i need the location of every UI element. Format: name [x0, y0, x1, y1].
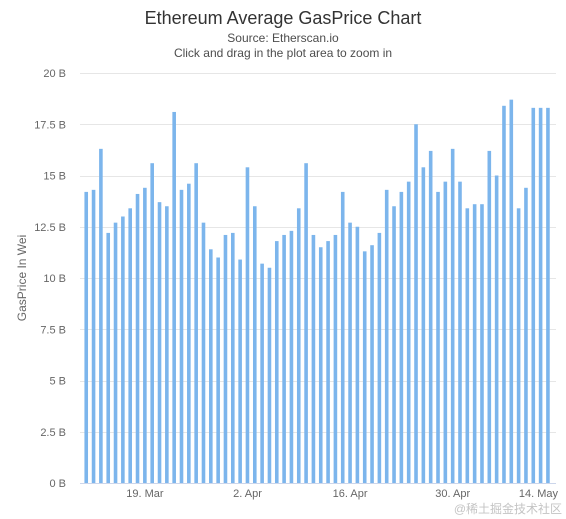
x-tick-label: 19. Mar [126, 488, 164, 500]
y-tick-label: 17.5 B [34, 119, 66, 131]
bar-27-mar[interactable] [201, 222, 206, 483]
bar-25-mar[interactable] [187, 183, 191, 483]
bar-31-mar[interactable] [231, 232, 235, 483]
bar-18-apr[interactable] [362, 251, 367, 483]
bar-1-apr[interactable] [238, 259, 242, 483]
bar-5-may[interactable] [487, 150, 492, 483]
bar-22-apr[interactable] [392, 206, 396, 483]
x-tick-label: 2. Apr [233, 488, 262, 500]
bar-26-apr[interactable] [421, 167, 426, 484]
bar-20-mar[interactable] [150, 163, 154, 483]
bar-11-mar[interactable] [84, 191, 89, 483]
bar-11-may[interactable] [531, 107, 536, 483]
x-tick-label: 14. May [519, 488, 559, 500]
bar-23-apr[interactable] [399, 191, 404, 483]
bar-5-apr[interactable] [267, 267, 272, 483]
bar-9-may[interactable] [516, 208, 521, 484]
bar-29-mar[interactable] [216, 257, 220, 484]
chart-title: Ethereum Average GasPrice Chart [145, 8, 422, 28]
bar-10-apr[interactable] [304, 163, 308, 483]
bar-8-may[interactable] [509, 99, 514, 484]
bar-9-apr[interactable] [296, 208, 301, 484]
bar-7-may[interactable] [502, 105, 506, 484]
y-axis-title: GasPrice In Wei [15, 235, 29, 321]
bar-1-may[interactable] [458, 181, 462, 483]
bar-30-apr[interactable] [450, 148, 455, 483]
x-tick-label: 16. Apr [333, 488, 368, 500]
y-tick-label: 7.5 B [40, 324, 66, 336]
bar-2-may[interactable] [465, 208, 470, 484]
watermark: @稀土掘金技术社区 [454, 501, 562, 516]
bar-16-apr[interactable] [348, 222, 352, 483]
chart-subtitle-source: Source: Etherscan.io [227, 31, 339, 45]
bar-11-apr[interactable] [311, 234, 316, 483]
bar-14-mar[interactable] [106, 232, 111, 483]
bar-28-mar[interactable] [209, 249, 213, 483]
x-tick-label: 30. Apr [435, 488, 470, 500]
bar-29-apr[interactable] [443, 181, 448, 483]
y-tick-label: 12.5 B [34, 222, 66, 234]
bar-21-apr[interactable] [384, 189, 389, 483]
y-axis-labels: 0 B 2.5 B 5 B 7.5 B 10 B 12.5 B 15 B 17.5 B 20 B [34, 68, 66, 490]
gasprice-bars [84, 99, 550, 484]
bar-8-apr[interactable] [289, 230, 294, 483]
bar-20-apr[interactable] [377, 232, 382, 483]
bar-7-apr[interactable] [282, 234, 286, 483]
bar-13-mar[interactable] [99, 148, 103, 483]
bar-6-apr[interactable] [274, 241, 279, 483]
bar-22-mar[interactable] [165, 206, 169, 483]
bar-19-apr[interactable] [370, 245, 374, 483]
bar-27-apr[interactable] [428, 150, 433, 483]
bar-15-mar[interactable] [113, 222, 118, 483]
bar-25-apr[interactable] [414, 124, 418, 483]
bar-3-apr[interactable] [252, 206, 257, 483]
y-tick-label: 2.5 B [40, 427, 66, 439]
bar-2-apr[interactable] [245, 167, 250, 484]
bar-23-mar[interactable] [172, 111, 176, 483]
bar-13-may[interactable] [546, 107, 550, 483]
bar-4-may[interactable] [480, 204, 484, 483]
bar-30-mar[interactable] [223, 234, 228, 483]
bar-18-mar[interactable] [135, 193, 140, 483]
bar-4-apr[interactable] [260, 263, 264, 483]
bar-17-apr[interactable] [355, 226, 360, 483]
bar-10-may[interactable] [524, 187, 528, 484]
bar-19-mar[interactable] [143, 187, 147, 484]
bar-24-mar[interactable] [179, 189, 184, 483]
bar-12-apr[interactable] [318, 247, 323, 483]
bar-12-mar[interactable] [91, 189, 96, 483]
bar-16-mar[interactable] [121, 216, 125, 484]
bar-17-mar[interactable] [128, 208, 132, 484]
bar-28-apr[interactable] [436, 191, 440, 483]
bar-3-may[interactable] [472, 204, 477, 483]
x-axis-labels: 19. Mar 2. Apr 16. Apr 30. Apr 14. May [126, 488, 558, 500]
bar-15-apr[interactable] [340, 191, 345, 483]
chart-subtitle-zoom-hint: Click and drag in the plot area to zoom … [174, 46, 392, 60]
bar-6-may[interactable] [494, 175, 499, 484]
y-tick-label: 20 B [43, 68, 66, 80]
y-tick-label: 0 B [49, 478, 66, 490]
bar-13-apr[interactable] [326, 241, 330, 483]
bar-21-mar[interactable] [157, 202, 162, 483]
y-tick-label: 5 B [49, 376, 66, 388]
bar-24-apr[interactable] [406, 181, 411, 483]
bar-14-apr[interactable] [333, 234, 338, 483]
bar-26-mar[interactable] [194, 163, 198, 483]
bar-12-may[interactable] [538, 107, 543, 483]
y-tick-label: 15 B [43, 171, 66, 183]
y-tick-label: 10 B [43, 273, 66, 285]
